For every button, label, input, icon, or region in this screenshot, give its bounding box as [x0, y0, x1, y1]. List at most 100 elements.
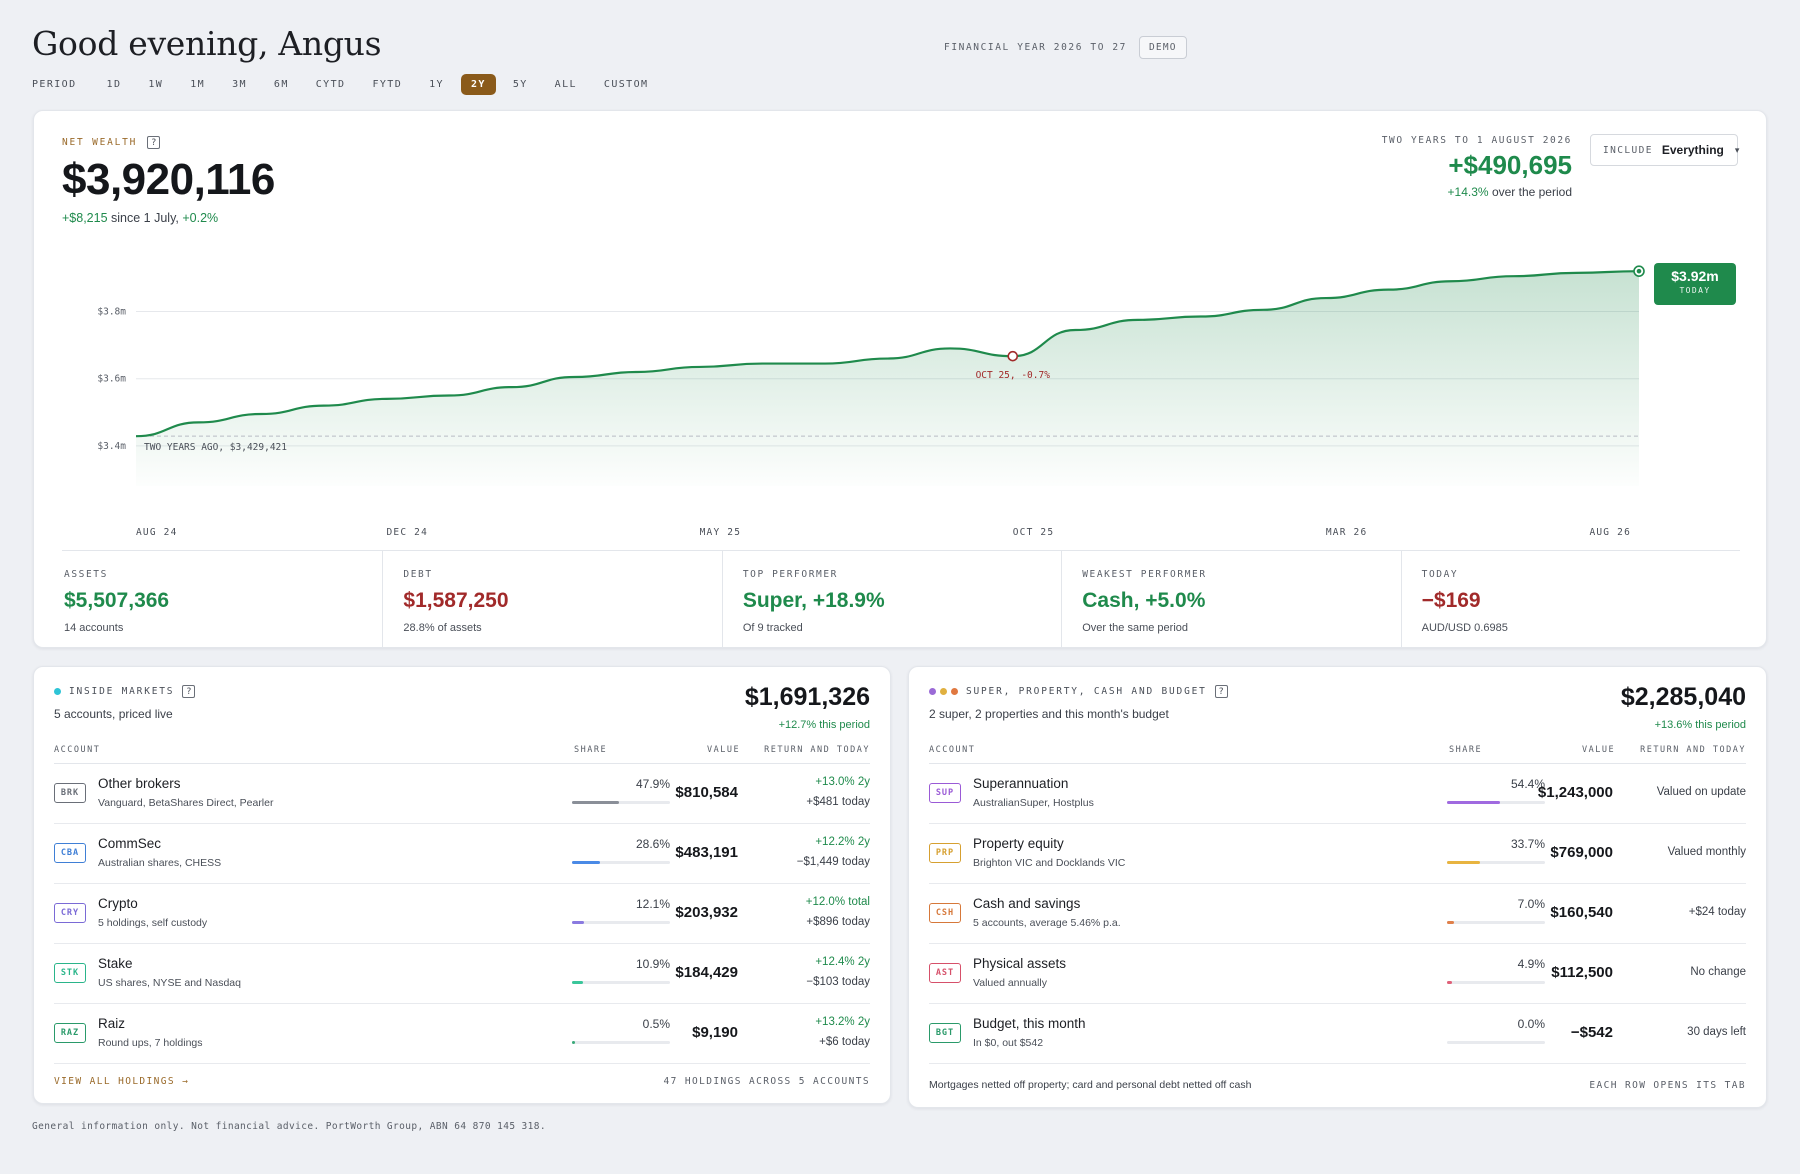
x-tick-label: AUG 26 — [1589, 527, 1631, 538]
y-tick-label: $3.6m — [97, 374, 126, 385]
stat-debt[interactable]: DEBT $1,587,250 28.8% of assets — [383, 551, 723, 648]
legend-dot-icon — [929, 688, 936, 695]
table-row[interactable]: STK Stake US shares, NYSE and Nasdaq 10.9% $… — [54, 944, 870, 1004]
account-name: Physical assets — [973, 956, 1067, 971]
today-change: −$103 today — [806, 976, 870, 988]
account-subtitle: Valued annually — [973, 977, 1047, 989]
inside-markets-card: INSIDE MARKETS ? 5 accounts, priced live… — [33, 666, 891, 1104]
table-header: ACCOUNT SHARE VALUE RETURN AND TODAY — [54, 745, 870, 764]
period-option-1y[interactable]: 1Y — [429, 79, 444, 90]
account-tag: BRK — [54, 783, 86, 803]
valuation-status: No change — [1690, 966, 1746, 978]
table-row[interactable]: BGT Budget, this month In $0, out $542 0.0%… — [929, 1004, 1746, 1064]
table-row[interactable]: SUP Superannuation AustralianSuper, Hostpl… — [929, 764, 1746, 824]
stat-weakest-performer[interactable]: WEAKEST PERFORMER Cash, +5.0% Over the sam… — [1062, 551, 1402, 648]
period-option-1d[interactable]: 1D — [106, 79, 122, 90]
share-bar — [1447, 801, 1545, 804]
period-selector: PERIOD 1D 1W 1M 3M 6M CYTD FYTD 1Y 2Y 5Y ALL CUSTOM — [32, 74, 665, 95]
stat-value: $1,587,250 — [403, 589, 509, 612]
holdings-count: 47 HOLDINGS ACROSS 5 ACCOUNTS — [663, 1076, 870, 1087]
account-value: $1,243,000 — [1537, 784, 1613, 801]
account-value: $184,429 — [675, 964, 738, 981]
period-return: +12.4% 2y — [815, 956, 870, 968]
account-tag: BGT — [929, 1023, 961, 1043]
table-row[interactable]: PRP Property equity Brighton VIC and Dockl… — [929, 824, 1746, 884]
share-bar — [572, 981, 670, 984]
share-percent: 10.9% — [635, 957, 670, 971]
y-tick-label: $3.8m — [97, 306, 126, 317]
since-pct: +0.2% — [182, 211, 219, 225]
x-tick-label: AUG 24 — [136, 527, 178, 538]
share-bar-fill — [1447, 861, 1481, 864]
x-tick-label: MAY 25 — [700, 527, 742, 538]
help-icon[interactable]: ? — [1214, 685, 1228, 698]
account-name: Crypto — [98, 896, 138, 911]
x-tick-label: DEC 24 — [387, 527, 429, 538]
since-value: +$8,215 — [62, 211, 108, 225]
period-option-cytd[interactable]: CYTD — [315, 79, 346, 90]
share-percent: 4.9% — [1517, 957, 1545, 971]
stat-today[interactable]: TODAY −$169 AUD/USD 0.6985 — [1402, 551, 1740, 648]
period-option-1m[interactable]: 1M — [190, 79, 206, 90]
area-fill — [136, 271, 1639, 486]
share-percent: 0.0% — [1517, 1017, 1545, 1031]
netting-note: Mortgages netted off property; card and … — [929, 1079, 1252, 1091]
share-bar-fill — [572, 1041, 575, 1044]
net-wealth-value: $3,920,116 — [62, 155, 275, 204]
legend-dot-icon — [54, 688, 61, 695]
stat-label: DEBT — [403, 569, 433, 580]
valuation-status: +$24 today — [1688, 906, 1746, 918]
account-value: $160,540 — [1550, 904, 1613, 921]
account-tag: CSH — [929, 903, 961, 923]
stat-label: TODAY — [1421, 569, 1459, 580]
row-hint: EACH ROW OPENS ITS TAB — [1589, 1080, 1746, 1091]
table-row[interactable]: CSH Cash and savings 5 accounts, average 5… — [929, 884, 1746, 944]
help-icon[interactable]: ? — [147, 136, 161, 149]
col-return: RETURN AND TODAY — [1640, 745, 1746, 755]
share-bar — [572, 861, 670, 864]
stat-assets[interactable]: ASSETS $5,507,366 14 accounts — [62, 551, 384, 648]
chart-svg: $3.4m $3.6m $3.8m TWO YEARS AGO, $3,429,421… — [97, 265, 1645, 538]
demo-badge[interactable]: DEMO — [1139, 36, 1187, 59]
net-wealth-chart: $3.4m $3.6m $3.8m TWO YEARS AGO, $3,429,421… — [34, 111, 1768, 551]
period-option-2y[interactable]: 2Y — [460, 74, 496, 95]
stat-sub: 14 accounts — [64, 622, 124, 634]
dip-marker — [1007, 350, 1019, 362]
share-bar — [1447, 921, 1545, 924]
account-value: $483,191 — [675, 844, 738, 861]
period-option-1w[interactable]: 1W — [148, 79, 164, 90]
table-row[interactable]: CBA CommSec Australian shares, CHESS 28.6% $… — [54, 824, 870, 884]
chevron-down-icon: ▾ — [1734, 144, 1740, 155]
inside-markets-subtitle: 5 accounts, priced live — [54, 707, 173, 721]
period-option-5y[interactable]: 5Y — [512, 79, 528, 90]
table-row[interactable]: BRK Other brokers Vanguard, BetaShares Dir… — [54, 764, 870, 824]
period-option-all[interactable]: ALL — [554, 79, 577, 90]
include-dropdown[interactable]: INCLUDE Everything ▾ — [1590, 134, 1740, 166]
period-option-custom[interactable]: CUSTOM — [603, 79, 649, 90]
period-summary-value: +$490,695 — [1448, 150, 1572, 180]
share-percent: 33.7% — [1510, 837, 1545, 851]
account-name: Superannuation — [973, 776, 1069, 791]
net-wealth-change: +$8,215 since 1 July, +0.2% — [62, 211, 218, 225]
table-row[interactable]: CRY Crypto 5 holdings, self custody 12.1% $2… — [54, 884, 870, 944]
since-text: since 1 July, — [111, 211, 179, 225]
table-header: ACCOUNT SHARE VALUE RETURN AND TODAY — [929, 745, 1746, 764]
table-row[interactable]: AST Physical assets Valued annually 4.9% $11… — [929, 944, 1746, 1004]
view-all-holdings-link[interactable]: VIEW ALL HOLDINGS → — [54, 1076, 190, 1087]
stat-top-performer[interactable]: TOP PERFORMER Super, +18.9% Of 9 tracked — [723, 551, 1063, 648]
share-bar-fill — [1447, 981, 1452, 984]
account-subtitle: Vanguard, BetaShares Direct, Pearler — [98, 797, 274, 809]
period-option-fytd[interactable]: FYTD — [372, 79, 403, 90]
help-icon[interactable]: ? — [182, 685, 196, 698]
share-bar — [1447, 1041, 1545, 1044]
today-change: +$6 today — [819, 1036, 870, 1048]
account-tag: PRP — [929, 843, 961, 863]
financial-year-label: FINANCIAL YEAR 2026 TO 27 — [944, 42, 1127, 53]
account-value: $112,500 — [1551, 964, 1613, 981]
period-option-6m[interactable]: 6M — [273, 79, 289, 90]
table-row[interactable]: RAZ Raiz Round ups, 7 holdings 0.5% $9,190 +1… — [54, 1004, 870, 1064]
legend-dot-icon — [940, 688, 947, 695]
account-subtitle: AustralianSuper, Hostplus — [973, 797, 1094, 809]
period-summary: TWO YEARS TO 1 AUGUST 2026 +$490,695 +14… — [1382, 135, 1572, 199]
period-option-3m[interactable]: 3M — [232, 79, 247, 90]
